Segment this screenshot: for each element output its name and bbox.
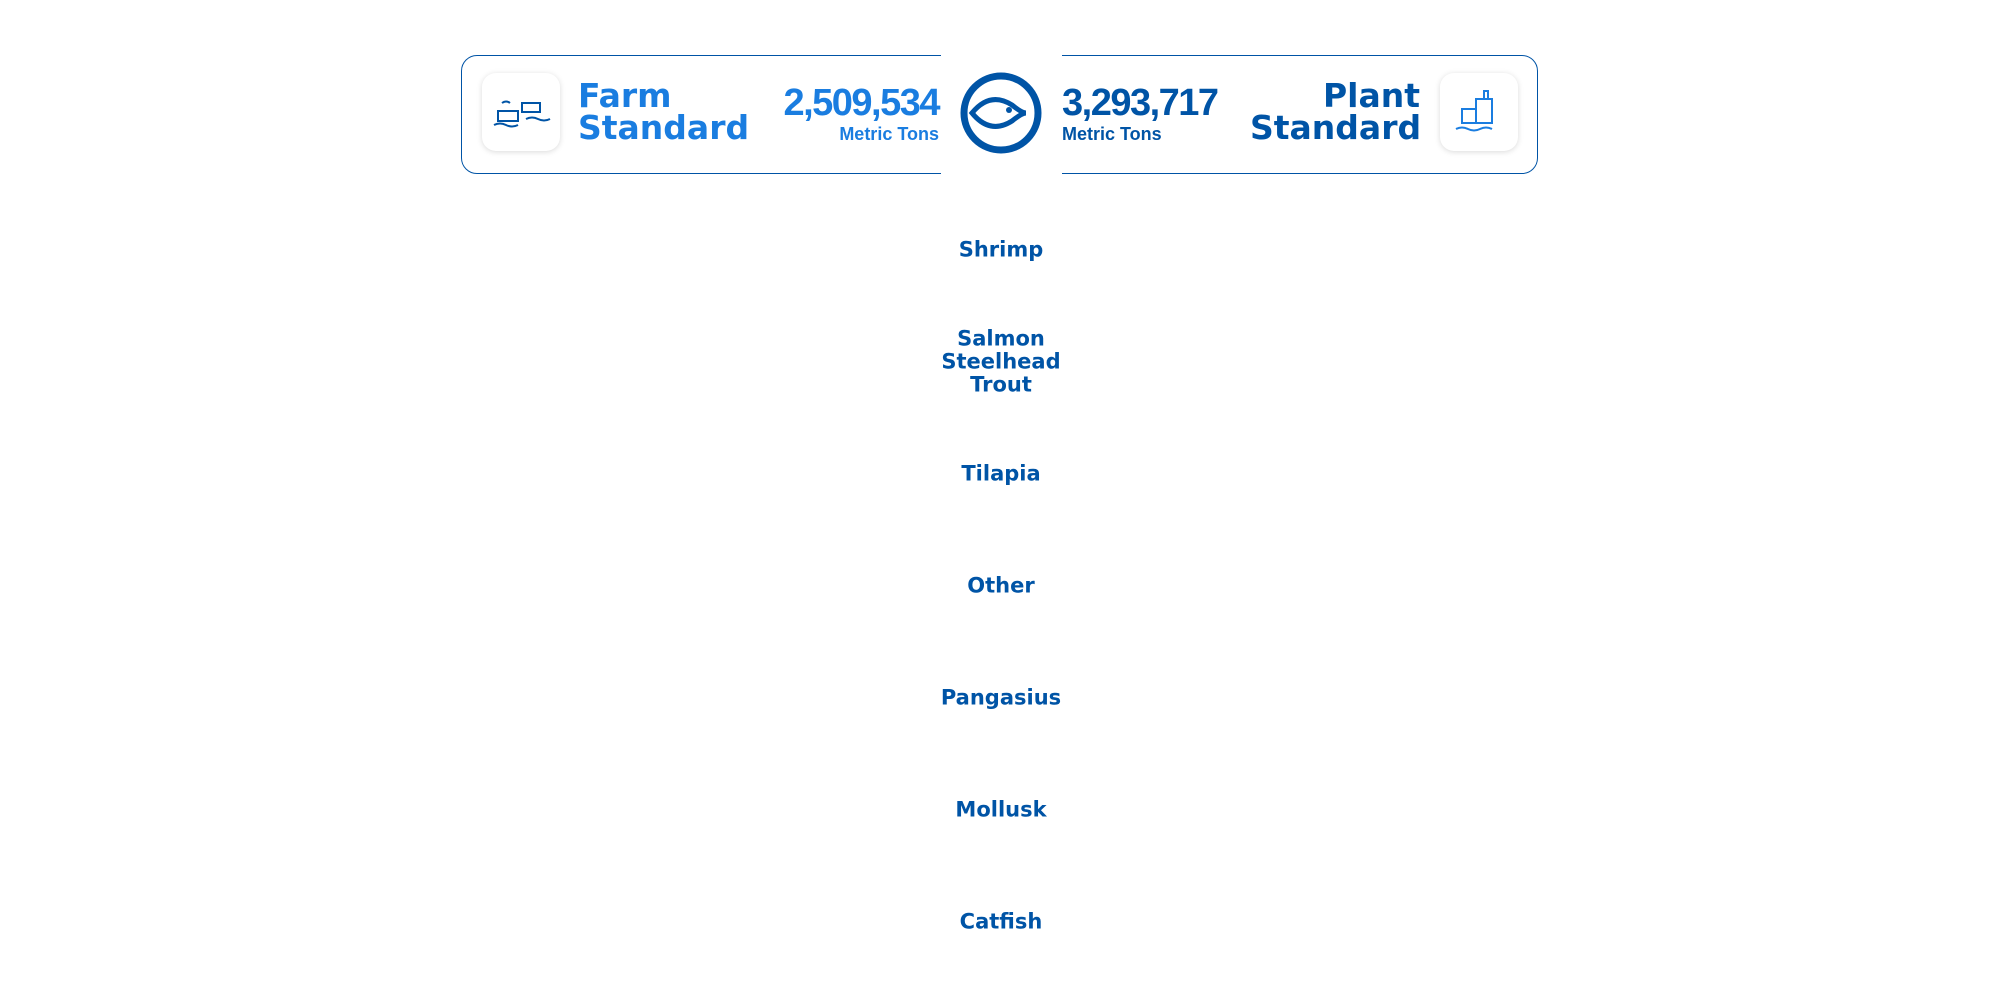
category-label: Tilapia [961,461,1041,486]
category-label: Other [967,573,1035,598]
category-label: Shrimp [958,237,1044,262]
category-label: Mollusk [955,797,1047,822]
plant-icon-graphic [1455,90,1493,132]
plant-name: Plant Standard [1250,76,1422,147]
farm-icon: 890,449 MT1,442,283 MT970,754 MT960,645 … [482,73,560,151]
farm-total: 2,509,534 [783,82,940,124]
plant-unit: Metric Tons [1062,124,1162,144]
farm-unit: Metric Tons [839,124,939,144]
category-label: Pangasius [940,685,1062,710]
plant-icon [1440,73,1518,151]
plant-total: 3,293,717 [1062,82,1219,124]
farm-name: Farm Standard [578,76,750,147]
category-label: Catfish [959,909,1043,934]
farm-icon-graphic: 890,449 MT1,442,283 MT970,754 MT960,645 … [493,100,551,128]
logo [960,72,1042,154]
category-label: Salmon Steelhead Trout [941,326,1061,397]
